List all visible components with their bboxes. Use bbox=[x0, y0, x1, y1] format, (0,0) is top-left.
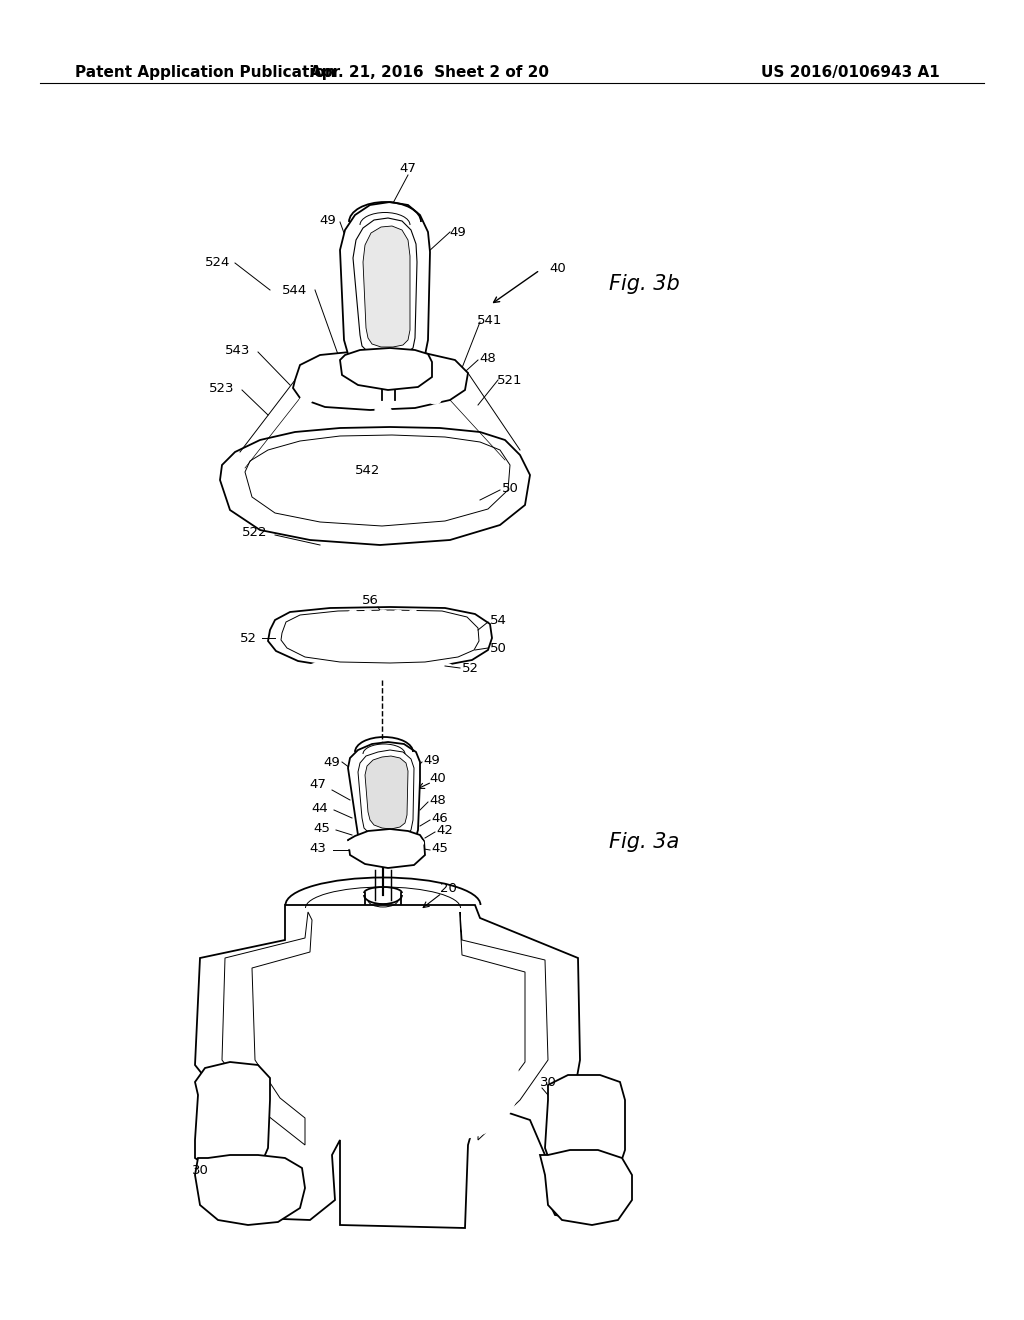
Text: 543: 543 bbox=[225, 343, 251, 356]
Ellipse shape bbox=[429, 384, 441, 392]
Polygon shape bbox=[195, 906, 620, 1228]
Polygon shape bbox=[365, 756, 408, 829]
Ellipse shape bbox=[413, 1038, 508, 1127]
Text: 40: 40 bbox=[550, 261, 566, 275]
Text: 56: 56 bbox=[361, 594, 379, 606]
Ellipse shape bbox=[429, 396, 441, 404]
Ellipse shape bbox=[348, 610, 357, 616]
Ellipse shape bbox=[300, 396, 312, 404]
Polygon shape bbox=[195, 1063, 270, 1170]
Text: 541: 541 bbox=[477, 314, 503, 326]
Text: 49: 49 bbox=[319, 214, 336, 227]
Text: 52: 52 bbox=[462, 661, 478, 675]
Polygon shape bbox=[340, 348, 432, 389]
Ellipse shape bbox=[401, 1026, 519, 1138]
Text: 70: 70 bbox=[454, 1045, 470, 1059]
Text: US 2016/0106943 A1: US 2016/0106943 A1 bbox=[761, 66, 940, 81]
Polygon shape bbox=[220, 426, 530, 545]
Ellipse shape bbox=[409, 355, 427, 366]
Polygon shape bbox=[362, 226, 410, 347]
Text: 48: 48 bbox=[430, 793, 446, 807]
Text: 542: 542 bbox=[355, 463, 381, 477]
Polygon shape bbox=[340, 202, 430, 366]
Ellipse shape bbox=[316, 957, 434, 1043]
Text: Patent Application Publication: Patent Application Publication bbox=[75, 66, 336, 81]
Text: 522: 522 bbox=[243, 527, 267, 540]
Ellipse shape bbox=[304, 616, 316, 624]
Text: 49: 49 bbox=[450, 226, 466, 239]
Polygon shape bbox=[353, 218, 417, 355]
Text: 47: 47 bbox=[399, 161, 417, 174]
Text: 40: 40 bbox=[430, 771, 446, 784]
Text: 52: 52 bbox=[240, 631, 256, 644]
Polygon shape bbox=[268, 607, 492, 668]
Text: 43: 43 bbox=[309, 842, 327, 854]
Text: 46: 46 bbox=[432, 812, 449, 825]
Ellipse shape bbox=[393, 610, 402, 616]
Polygon shape bbox=[358, 750, 414, 837]
Text: 20: 20 bbox=[439, 882, 457, 895]
Text: 45: 45 bbox=[313, 821, 331, 834]
Ellipse shape bbox=[300, 384, 312, 392]
Text: 544: 544 bbox=[283, 284, 307, 297]
Ellipse shape bbox=[302, 945, 447, 1055]
Text: 30: 30 bbox=[191, 1163, 209, 1176]
Ellipse shape bbox=[375, 407, 391, 414]
Ellipse shape bbox=[344, 841, 359, 849]
Polygon shape bbox=[195, 1155, 305, 1225]
Text: 30: 30 bbox=[540, 1076, 556, 1089]
Text: 42: 42 bbox=[436, 824, 454, 837]
Text: 44: 44 bbox=[311, 801, 329, 814]
Text: Fig. 3b: Fig. 3b bbox=[609, 273, 680, 294]
Ellipse shape bbox=[364, 610, 373, 616]
Text: 54: 54 bbox=[489, 614, 507, 627]
Text: 523: 523 bbox=[209, 381, 234, 395]
Ellipse shape bbox=[343, 358, 361, 368]
Polygon shape bbox=[545, 1074, 625, 1170]
Text: 49: 49 bbox=[424, 754, 440, 767]
Text: 49: 49 bbox=[324, 755, 340, 768]
Polygon shape bbox=[348, 829, 425, 869]
Text: Apr. 21, 2016  Sheet 2 of 20: Apr. 21, 2016 Sheet 2 of 20 bbox=[310, 66, 550, 81]
Polygon shape bbox=[348, 742, 420, 849]
Polygon shape bbox=[540, 1150, 632, 1225]
Text: Fig. 3a: Fig. 3a bbox=[609, 832, 680, 853]
Text: 50: 50 bbox=[502, 482, 518, 495]
Text: 48: 48 bbox=[479, 351, 497, 364]
Text: 50: 50 bbox=[489, 642, 507, 655]
Text: 524: 524 bbox=[206, 256, 230, 269]
Ellipse shape bbox=[409, 840, 424, 847]
Polygon shape bbox=[293, 350, 468, 411]
Ellipse shape bbox=[308, 657, 454, 678]
Ellipse shape bbox=[379, 610, 387, 616]
Ellipse shape bbox=[300, 408, 312, 416]
Text: 521: 521 bbox=[498, 374, 522, 387]
Text: 47: 47 bbox=[309, 779, 327, 792]
Ellipse shape bbox=[409, 610, 418, 616]
Text: 45: 45 bbox=[431, 842, 449, 854]
